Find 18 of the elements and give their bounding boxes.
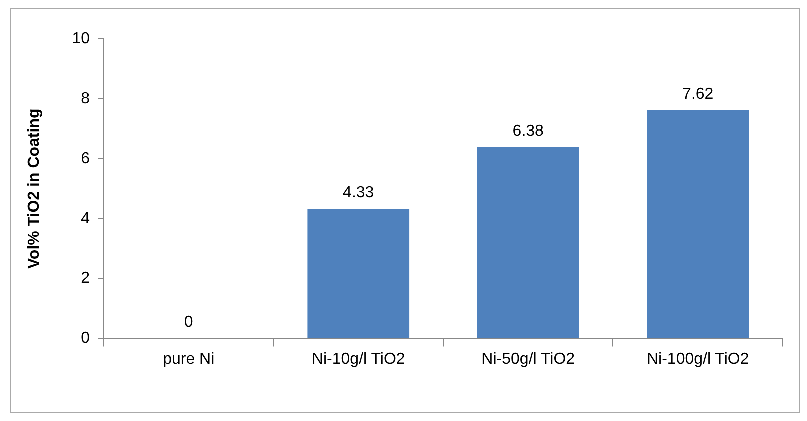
bar xyxy=(647,110,750,338)
y-tick-label: 10 xyxy=(72,30,90,48)
bar xyxy=(477,148,580,338)
y-tick-label: 4 xyxy=(81,210,90,228)
data-label: 6.38 xyxy=(512,122,544,140)
x-tick-label: Ni-50g/l TiO2 xyxy=(482,350,576,368)
x-tick-label: Ni-100g/l TiO2 xyxy=(646,350,750,368)
bar xyxy=(308,208,410,338)
data-label: 0 xyxy=(184,314,194,332)
y-axis-title: Vol% TiO2 in Coating xyxy=(26,108,44,270)
data-label: 4.33 xyxy=(343,184,374,202)
x-tick-label: Ni-10g/l TiO2 xyxy=(312,350,406,368)
data-label: 7.62 xyxy=(682,86,714,103)
y-tick-label: 6 xyxy=(81,150,90,168)
x-tick-label: pure Ni xyxy=(163,350,215,368)
y-tick-label: 0 xyxy=(81,330,90,348)
y-tick-label: 2 xyxy=(81,270,90,288)
y-tick-label: 8 xyxy=(81,90,90,108)
